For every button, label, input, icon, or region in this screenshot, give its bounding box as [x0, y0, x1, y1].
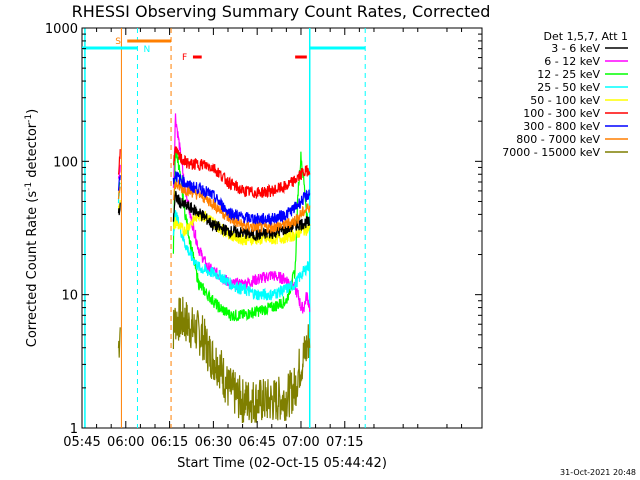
series-line: [117, 164, 121, 179]
series-line: [172, 210, 311, 301]
y-axis-label-main: Corrected Count Rate (s: [25, 191, 40, 348]
y-tick-label: 10: [61, 289, 78, 304]
y-axis-label-end: ): [25, 109, 40, 114]
night-label: N: [143, 45, 150, 55]
x-tick-label: 06:45: [238, 435, 275, 450]
legend-entry-label: 7000 - 15000 keV: [502, 146, 600, 159]
saa-label: S: [115, 37, 121, 47]
legend-entry-label: 100 - 300 keV: [523, 107, 600, 120]
legend-entry-label: 12 - 25 keV: [537, 68, 600, 81]
legend-header: Det 1,5,7, Att 1: [544, 30, 628, 43]
series-line: [172, 171, 311, 227]
y-tick-label: 1: [70, 422, 78, 437]
series-line: [117, 149, 121, 175]
series-line: [172, 296, 311, 424]
series-line: [172, 151, 311, 322]
footer-date: 31-Oct-2021 20:48: [560, 468, 636, 477]
legend-entry-label: 6 - 12 keV: [544, 55, 600, 68]
series-line: [172, 146, 311, 199]
x-axis-label: Start Time (02-Oct-15 05:44:42): [177, 456, 387, 471]
x-tick-label: 06:15: [151, 435, 188, 450]
axes: 05:45 06:00 06:15 06:30 06:45 07:00 07:15 1 10 10…: [45, 22, 482, 450]
legend-entry-label: 3 - 6 keV: [551, 42, 600, 55]
y-axis-label: Corrected Count Rate (s-1 detector-1): [24, 109, 40, 347]
y-axis-label-sup1: -1: [24, 182, 34, 191]
x-tick-label: 05:45: [63, 435, 100, 450]
y-tick-label: 100: [53, 155, 78, 170]
y-axis-label-mid: detector: [25, 122, 40, 182]
x-tick-label: 06:00: [107, 435, 144, 450]
flare-label: F: [182, 53, 187, 63]
series-line: [172, 190, 311, 242]
legend-entry-label: 300 - 800 keV: [523, 120, 600, 133]
y-tick-label: 1000: [45, 22, 78, 37]
legend-entry-label: 50 - 100 keV: [530, 94, 600, 107]
series-lines: [117, 113, 311, 424]
orbit-markers: S N F: [82, 28, 366, 428]
chart-title: RHESSI Observing Summary Count Rates, Co…: [72, 2, 491, 21]
series-line: [117, 327, 121, 358]
plot-frame: [81, 27, 483, 429]
legend-entry-label: 25 - 50 keV: [537, 81, 600, 94]
series-line: [172, 178, 311, 234]
series-line: [117, 175, 121, 191]
x-tick-label: 07:15: [326, 435, 363, 450]
series-line: [117, 202, 121, 216]
x-tick-label: 06:30: [195, 435, 232, 450]
legend-entry-label: 800 - 7000 keV: [516, 133, 600, 146]
series-line: [172, 210, 311, 246]
x-tick-label: 07:00: [282, 435, 319, 450]
series-line: [117, 186, 121, 200]
y-axis-label-sup2: -1: [24, 114, 34, 123]
